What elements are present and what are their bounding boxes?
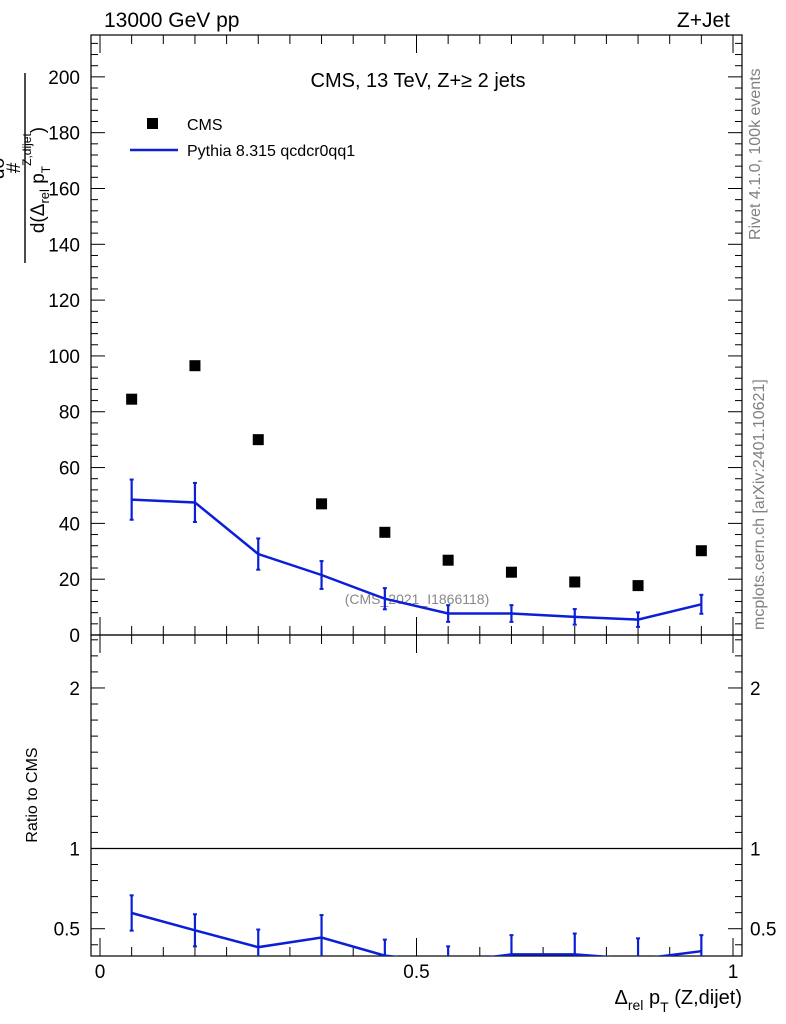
ratio-y-tick-labels: 0.5 0.5 1 1 2 2 bbox=[54, 679, 777, 941]
ratio-y-tick-label-right: 2 bbox=[750, 679, 761, 700]
x-tick-label: 1 bbox=[728, 962, 739, 983]
main-y-tick-label: 20 bbox=[59, 570, 80, 591]
x-label-rel: rel bbox=[628, 997, 644, 1013]
ratio-y-tick-label-right: 0.5 bbox=[750, 920, 776, 941]
x-label-p: p bbox=[643, 987, 660, 1009]
cms-point bbox=[189, 360, 201, 372]
chart-title: CMS, 13 TeV, Z+≥ 2 jets bbox=[311, 70, 526, 92]
ratio-mc-line bbox=[131, 911, 702, 956]
y-label-den-delta: Δ bbox=[28, 203, 49, 216]
cms-point bbox=[252, 434, 264, 446]
cms-point bbox=[505, 566, 517, 578]
y-label-den-sup: Z,dijet bbox=[20, 133, 34, 166]
mc-line bbox=[131, 498, 702, 621]
legend-mc-label: Pythia 8.315 qcdcr0qq1 bbox=[187, 143, 355, 160]
ratio-y-tick-label-left: 0.5 bbox=[54, 920, 80, 941]
x-label-rest: (Z,dijet) bbox=[669, 987, 742, 1009]
x-axis-label: Δrel pT (Z,dijet) bbox=[614, 987, 742, 1015]
cms-point bbox=[442, 554, 454, 566]
cms-point bbox=[632, 580, 644, 592]
cms-point bbox=[695, 545, 707, 557]
cms-point bbox=[569, 576, 581, 588]
main-y-tick-label: 120 bbox=[48, 291, 80, 312]
y-label-den-p: p bbox=[28, 173, 49, 189]
x-tick-label: 0.5 bbox=[403, 962, 429, 983]
ratio-y-tick-label-right: 1 bbox=[750, 839, 761, 860]
main-y-tick-label: 60 bbox=[59, 459, 80, 480]
main-y-tick-label: 0 bbox=[69, 626, 80, 647]
ratio-series bbox=[129, 894, 704, 956]
main-y-tick-label: 40 bbox=[59, 514, 80, 535]
ratio-y-tick-label-left: 2 bbox=[69, 679, 80, 700]
mc-series bbox=[129, 478, 704, 628]
rivet-label: Rivet 4.1.0, 100k events bbox=[747, 68, 764, 240]
main-ticks bbox=[91, 35, 742, 636]
legend-cms-marker bbox=[147, 118, 158, 129]
ratio-ticks bbox=[91, 635, 742, 956]
ratio-panel-frame bbox=[90, 634, 743, 957]
y-label-den-d: d( bbox=[28, 216, 49, 234]
y-label-numerator: dσ bbox=[0, 157, 9, 180]
mcplots-label: mcplots.cern.ch [arXiv:2401.10621] bbox=[751, 379, 768, 630]
main-y-tick-label: 200 bbox=[48, 68, 80, 89]
main-y-axis-label: # dσ d(Δrel pT Z,dijet) bbox=[0, 73, 53, 263]
y-label-hash: # bbox=[4, 162, 25, 173]
y-label-den-rel: rel bbox=[37, 189, 52, 204]
main-y-tick-labels: 0 20 40 60 80 100 120 140 160 180 200 bbox=[48, 68, 80, 647]
main-y-tick-label: 180 bbox=[48, 124, 80, 145]
energy-label: 13000 GeV pp bbox=[104, 9, 239, 32]
main-y-tick-label: 80 bbox=[59, 403, 80, 424]
x-tick-label: 0 bbox=[95, 962, 106, 983]
legend-cms-label: CMS bbox=[187, 117, 223, 134]
cms-point bbox=[316, 498, 328, 510]
main-y-tick-label: 160 bbox=[48, 179, 80, 200]
cms-point bbox=[379, 526, 391, 538]
main-y-tick-label: 100 bbox=[48, 347, 80, 368]
cms-series bbox=[126, 360, 707, 592]
main-y-tick-label: 140 bbox=[48, 235, 80, 256]
cms-point bbox=[126, 393, 138, 405]
ratio-y-axis-label: Ratio to CMS bbox=[24, 747, 41, 842]
x-label-delta: Δ bbox=[614, 987, 627, 1009]
x-label-t: T bbox=[660, 999, 669, 1015]
analysis-watermark: (CMS_2021_I1866118) bbox=[345, 591, 490, 607]
ratio-x-tick-labels: 0 0.5 1 bbox=[95, 962, 739, 983]
y-label-den-close: ) bbox=[28, 127, 49, 133]
legend: CMS Pythia 8.315 qcdcr0qq1 bbox=[130, 117, 355, 160]
y-label-denominator: d(Δrel pT Z,dijet) bbox=[20, 127, 53, 233]
y-label-den-t: T bbox=[39, 165, 53, 173]
ratio-y-tick-label-left: 1 bbox=[69, 839, 80, 860]
process-label: Z+Jet bbox=[677, 9, 730, 32]
